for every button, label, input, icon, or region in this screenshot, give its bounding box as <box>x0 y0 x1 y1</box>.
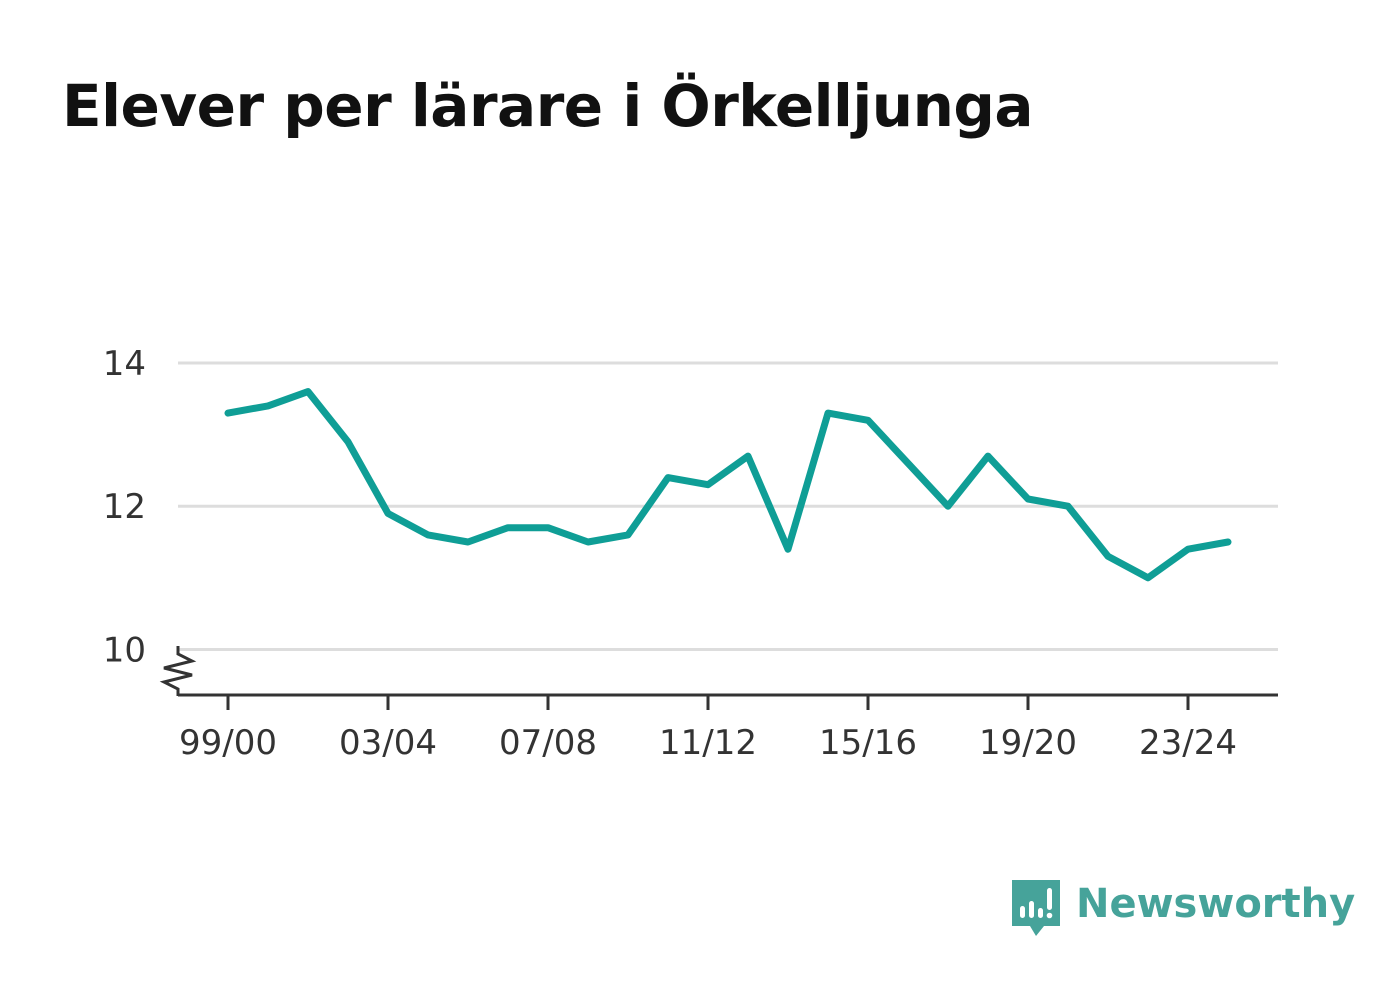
x-tick-label: 23/24 <box>1139 723 1237 763</box>
y-tick-label: 14 <box>103 344 146 384</box>
y-tick-label: 10 <box>103 630 146 670</box>
series-group <box>224 388 1232 582</box>
chart-title: Elever per lärare i Örkelljunga <box>62 72 1034 140</box>
y-axis-ticks: 10 12 14 <box>103 344 146 670</box>
x-tick-label: 15/16 <box>819 723 917 763</box>
gridlines <box>178 361 1278 651</box>
y-tick-label: 12 <box>103 487 146 527</box>
x-axis-ticks: 99/00 03/04 07/08 11/12 15/16 19/20 23/24 <box>179 694 1237 763</box>
x-tick-label: 11/12 <box>659 723 757 763</box>
brand-name: Newsworthy <box>1076 881 1356 927</box>
x-tick-label: 99/00 <box>179 723 277 763</box>
brand-logo: Newsworthy <box>1010 878 1355 942</box>
x-tick-label: 19/20 <box>979 723 1077 763</box>
series-line <box>224 388 1232 582</box>
x-axis <box>159 646 1278 697</box>
x-tick-label: 07/08 <box>499 723 597 763</box>
x-tick-label: 03/04 <box>339 723 437 763</box>
newsworthy-logo-icon <box>1012 880 1060 936</box>
axis-break-marker <box>159 646 197 696</box>
